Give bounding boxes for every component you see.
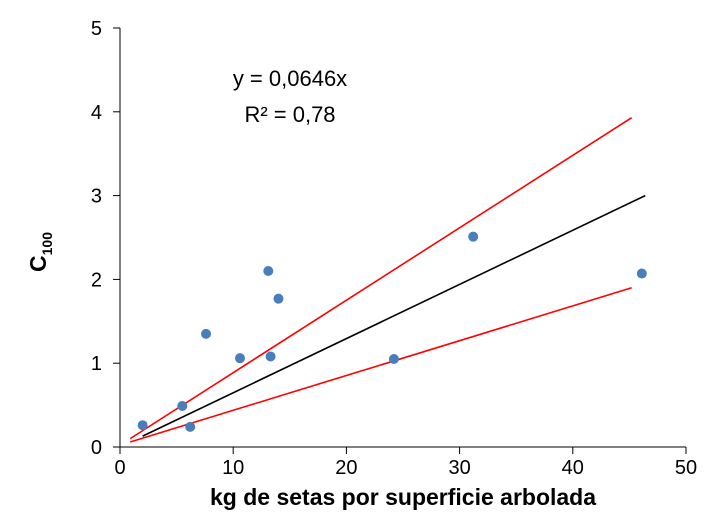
x-tick-label: 30	[448, 457, 470, 479]
data-point	[273, 293, 284, 304]
x-tick-label: 50	[675, 457, 697, 479]
x-tick-label: 20	[335, 457, 357, 479]
data-point	[201, 328, 212, 339]
fit-line	[129, 287, 632, 443]
x-tick-label: 10	[222, 457, 244, 479]
y-tick-label: 1	[91, 353, 102, 375]
data-point	[636, 268, 647, 279]
data-point	[234, 353, 245, 364]
data-point	[263, 266, 274, 277]
data-point	[388, 354, 399, 365]
x-tick-label: 40	[562, 457, 584, 479]
y-axis-label-main: C	[25, 255, 51, 272]
y-axis-label-subscript: 100	[39, 232, 55, 256]
y-tick-label: 3	[91, 186, 102, 208]
data-point	[265, 351, 276, 362]
fit-line	[142, 194, 646, 437]
fit-line	[129, 116, 633, 440]
data-point	[185, 421, 196, 432]
data-point	[468, 231, 479, 242]
y-tick-label: 5	[91, 18, 102, 40]
y-tick-label: 0	[91, 437, 102, 459]
r2-annotation: R² = 0,78	[244, 102, 335, 127]
y-axis-label: C100	[25, 232, 55, 272]
y-tick-label: 2	[91, 269, 102, 291]
data-point	[177, 400, 188, 411]
data-point	[137, 420, 148, 431]
y-tick-label: 4	[91, 102, 102, 124]
x-axis-label: kg de setas por superficie arbolada	[210, 484, 596, 510]
equation-annotation: y = 0,0646x	[233, 66, 347, 91]
x-tick-label: 0	[114, 457, 125, 479]
